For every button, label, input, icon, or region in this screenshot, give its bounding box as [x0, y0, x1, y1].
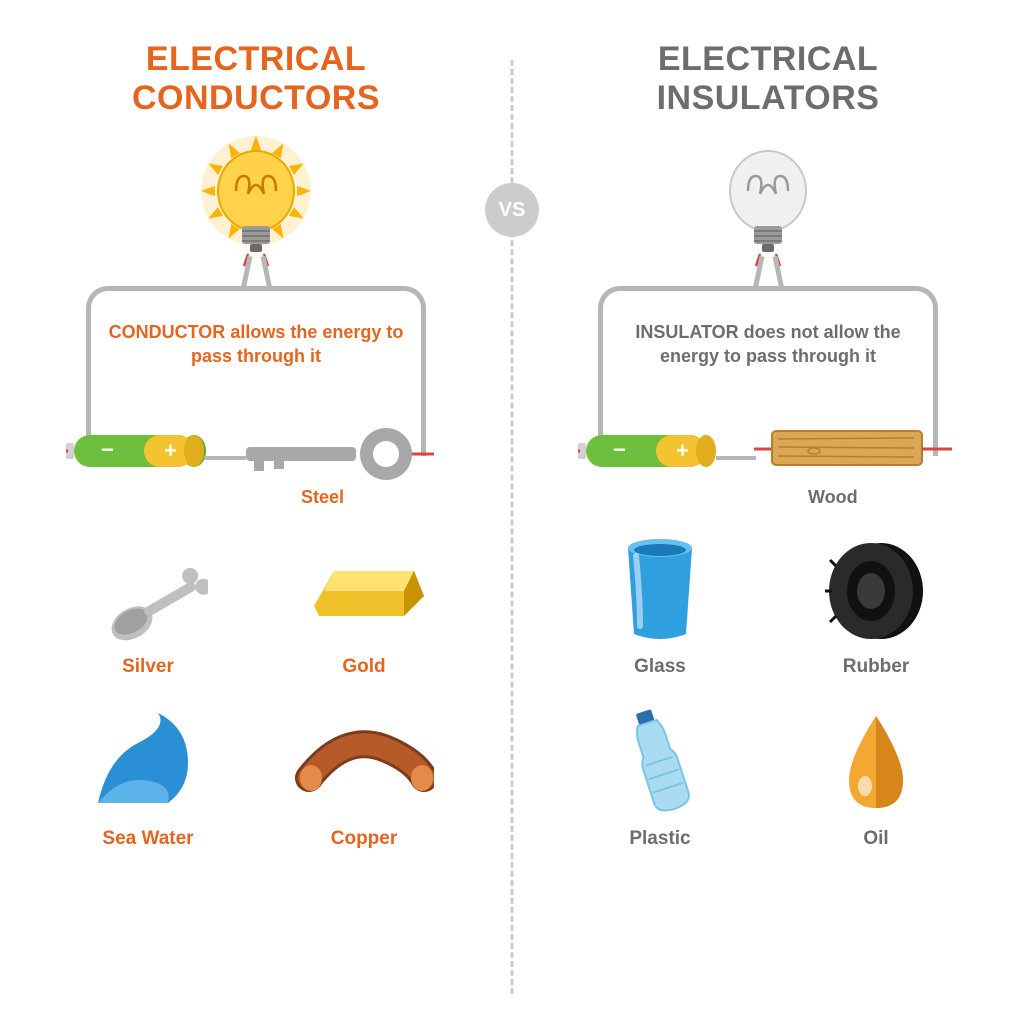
desc-strong: INSULATOR: [635, 322, 738, 342]
item-sea-water: Sea Water: [60, 708, 236, 850]
steel-key-icon: [246, 425, 436, 486]
battery-icon: − +: [578, 429, 718, 478]
glass-cup-icon: [610, 536, 710, 646]
infographic-container: VS ELECTRICAL CONDUCTORS: [0, 0, 1024, 1024]
conductors-title: ELECTRICAL CONDUCTORS: [132, 40, 380, 118]
svg-text:−: −: [101, 437, 114, 462]
item-label: Copper: [331, 828, 398, 850]
item-label: Rubber: [843, 656, 910, 678]
svg-text:−: −: [613, 437, 626, 462]
svg-text:+: +: [676, 438, 689, 463]
item-label: Oil: [863, 828, 888, 850]
item-copper: Copper: [276, 708, 452, 850]
conductors-column: ELECTRICAL CONDUCTORS: [0, 0, 512, 1024]
conductors-grid: Silver Gold: [30, 516, 482, 850]
conductor-description: CONDUCTOR allows the energy to pass thro…: [106, 321, 406, 368]
item-oil: Oil: [788, 708, 964, 850]
lightbulb-on-icon: [186, 136, 326, 291]
insulators-grid: Glass Rubber: [542, 516, 994, 850]
item-label: Glass: [634, 656, 686, 678]
battery-icon: − +: [66, 429, 206, 478]
item-label: Sea Water: [102, 828, 193, 850]
item-label: Gold: [342, 656, 385, 678]
title-line1: ELECTRICAL: [658, 40, 878, 78]
lightbulb-off-icon: [698, 136, 838, 291]
title-line2: INSULATORS: [657, 79, 880, 117]
gold-bar-icon: [299, 536, 429, 646]
vs-badge: VS: [485, 183, 539, 237]
wood-block-icon: [754, 423, 954, 480]
insulator-circuit: INSULATOR does not allow the energy to p…: [558, 136, 978, 506]
insulators-title: ELECTRICAL INSULATORS: [657, 40, 880, 118]
insulators-column: ELECTRICAL INSULATORS: [512, 0, 1024, 1024]
bottle-icon: [610, 708, 710, 818]
circuit-material-label: Steel: [301, 487, 344, 508]
item-gold: Gold: [276, 536, 452, 678]
wire-segment: [204, 456, 246, 460]
oil-drop-icon: [831, 708, 921, 818]
item-silver: Silver: [60, 536, 236, 678]
spoon-icon: [88, 536, 208, 646]
desc-strong: CONDUCTOR: [109, 322, 226, 342]
wire-segment: [716, 456, 756, 460]
circuit-material-label: Wood: [808, 487, 858, 508]
item-plastic: Plastic: [572, 708, 748, 850]
tire-icon: [816, 536, 936, 646]
title-line2: CONDUCTORS: [132, 79, 380, 117]
insulator-description: INSULATOR does not allow the energy to p…: [618, 321, 918, 368]
item-label: Silver: [122, 656, 174, 678]
wave-icon: [88, 708, 208, 818]
item-label: Plastic: [629, 828, 690, 850]
title-line1: ELECTRICAL: [146, 40, 366, 78]
copper-wire-icon: [294, 708, 434, 818]
conductor-circuit: CONDUCTOR allows the energy to pass thro…: [46, 136, 466, 506]
item-glass: Glass: [572, 536, 748, 678]
svg-text:+: +: [164, 438, 177, 463]
item-rubber: Rubber: [788, 536, 964, 678]
